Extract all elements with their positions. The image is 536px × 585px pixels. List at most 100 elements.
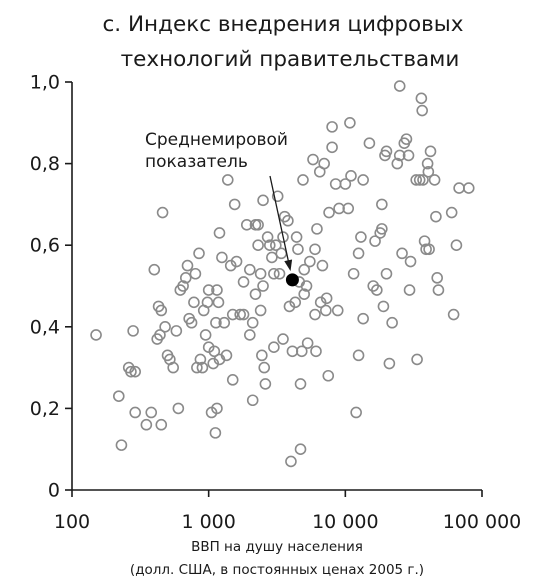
data-point	[450, 239, 463, 251]
data-point	[298, 263, 310, 276]
data-point	[292, 243, 304, 256]
data-point	[252, 219, 264, 231]
data-point	[220, 349, 233, 362]
data-point	[363, 137, 376, 149]
data-point	[294, 443, 307, 456]
data-point	[355, 231, 367, 243]
data-point	[300, 280, 313, 292]
data-point	[347, 267, 360, 280]
data-point	[430, 210, 442, 223]
x-tick-label: 10 000	[312, 511, 378, 533]
data-point	[295, 345, 308, 358]
data-point	[345, 170, 357, 182]
data-point	[257, 280, 269, 292]
data-point	[129, 406, 141, 419]
data-point	[391, 157, 404, 170]
data-point	[322, 369, 335, 382]
data-point	[411, 353, 423, 366]
data-point	[259, 378, 272, 390]
data-point	[90, 329, 102, 341]
data-point	[286, 345, 299, 358]
data-point	[342, 202, 355, 215]
data-point	[402, 149, 415, 162]
data-point	[218, 316, 231, 329]
data-point	[244, 263, 256, 276]
data-point	[249, 288, 262, 300]
data-point	[380, 145, 393, 158]
data-point	[252, 239, 264, 251]
data-point	[297, 174, 309, 186]
data-point	[213, 227, 226, 239]
data-point	[421, 157, 434, 170]
data-point	[290, 231, 303, 243]
data-point	[320, 292, 333, 305]
y-tick-label: 0,4	[30, 316, 60, 338]
data-point	[156, 206, 169, 219]
data-point	[196, 361, 209, 374]
data-point	[357, 312, 369, 325]
data-point	[201, 296, 214, 309]
data-point	[285, 455, 297, 468]
data-point	[352, 349, 365, 362]
data-point	[393, 149, 406, 162]
data-point	[323, 206, 335, 219]
data-point	[179, 272, 192, 284]
data-point	[339, 178, 352, 190]
data-point	[307, 153, 319, 166]
annotation-line-2: показатель	[145, 152, 248, 172]
data-point	[177, 280, 189, 292]
data-point	[240, 219, 253, 231]
x-tick-label: 100	[54, 511, 90, 533]
data-point	[129, 365, 141, 378]
data-point	[125, 365, 137, 378]
data-point	[148, 263, 161, 276]
data-point	[189, 267, 202, 280]
data-point	[423, 243, 435, 256]
data-point	[268, 267, 280, 280]
data-point	[344, 117, 356, 129]
data-point	[422, 165, 435, 178]
data-point	[266, 251, 278, 264]
data-point	[226, 308, 239, 321]
data-point	[277, 231, 289, 243]
x-tick-label: 1 000	[181, 511, 235, 533]
data-point	[256, 349, 268, 362]
data-point	[445, 206, 458, 219]
chart-title-line-1: c. Индекс внедрения цифровых	[102, 12, 463, 37]
data-point	[172, 402, 185, 415]
data-points	[90, 80, 475, 468]
data-point	[371, 284, 383, 296]
data-point	[386, 316, 398, 329]
world-average-annotation: Среднемировой показатель	[145, 130, 299, 287]
data-point	[112, 390, 125, 402]
data-point	[329, 178, 342, 190]
y-tick-label: 1,0	[30, 72, 60, 94]
data-point	[310, 345, 322, 358]
data-point	[424, 145, 437, 158]
data-point	[244, 329, 256, 341]
data-point	[277, 333, 289, 345]
data-point	[254, 267, 267, 280]
data-point	[224, 259, 237, 272]
data-point	[212, 296, 225, 309]
data-point	[154, 329, 166, 341]
data-point	[314, 296, 327, 309]
x-tick-label: 100 000	[443, 511, 522, 533]
data-point	[462, 182, 475, 194]
data-point	[331, 304, 344, 317]
data-point	[417, 174, 429, 186]
world-average-point	[285, 273, 299, 287]
data-point	[393, 80, 406, 92]
y-tick-label: 0,6	[30, 235, 60, 257]
data-point	[403, 284, 416, 296]
data-point	[155, 304, 168, 317]
data-point	[209, 427, 222, 439]
data-point	[326, 121, 338, 133]
data-point	[309, 308, 321, 321]
y-tick-label: 0,2	[30, 398, 60, 420]
x-axis-label-line-1: ВВП на душу населения	[191, 539, 363, 555]
data-point	[263, 239, 276, 251]
data-point	[188, 296, 200, 309]
data-point	[275, 247, 288, 260]
